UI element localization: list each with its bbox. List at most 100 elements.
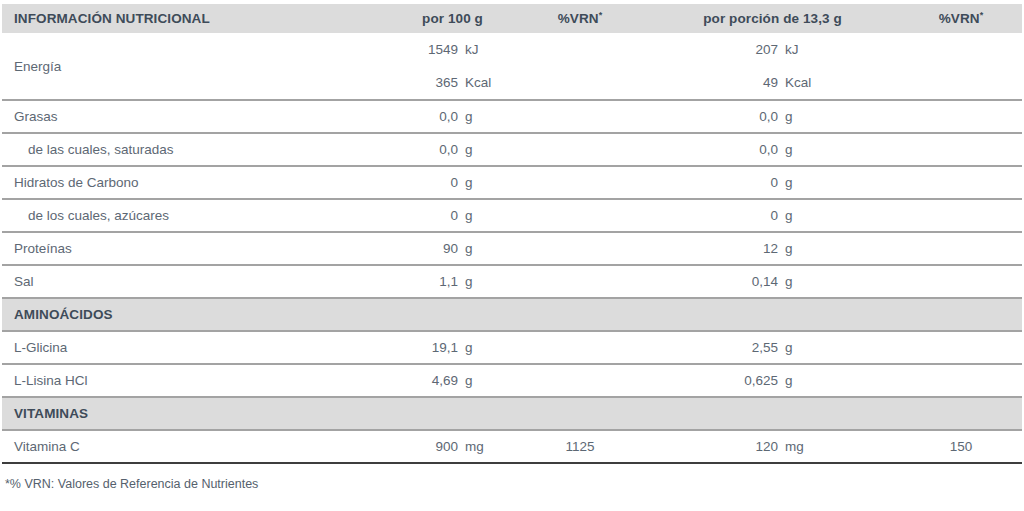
value-number: 120 xyxy=(726,439,778,454)
energy-kj-line: 1549 kJ xyxy=(390,42,515,57)
value-unit: kJ xyxy=(785,42,819,57)
value-per-portion: 2,55 g xyxy=(645,340,900,355)
section-title: VITAMINAS xyxy=(2,406,390,421)
value-unit: g xyxy=(785,142,819,157)
table-title: INFORMACIÓN NUTRICIONAL xyxy=(2,11,390,26)
value-per-100g: 0,0 g xyxy=(390,142,515,157)
value-number: 0,0 xyxy=(726,142,778,157)
nutrient-label: Proteínas xyxy=(2,241,390,256)
row-vitamina-c: Vitamina C 900 mg 1125 120 mg 150 xyxy=(2,431,1022,464)
value-per-100g: 19,1 g xyxy=(390,340,515,355)
section-header-aminoacidos: AMINOÁCIDOS xyxy=(2,299,1022,332)
nutrient-sublabel: de las cuales, saturadas xyxy=(2,142,390,157)
table-header-row: INFORMACIÓN NUTRICIONAL por 100 g %VRN* … xyxy=(2,4,1022,33)
value-number: 0,625 xyxy=(726,373,778,388)
value-unit: g xyxy=(465,373,499,388)
value-per-100g: 900 mg xyxy=(390,439,515,454)
nutrition-facts-page: INFORMACIÓN NUTRICIONAL por 100 g %VRN* … xyxy=(0,0,1024,511)
value-per-portion: 0 g xyxy=(645,175,900,190)
col-header-per-100g: por 100 g xyxy=(390,11,515,26)
value-per-100g: 0,0 g xyxy=(390,109,515,124)
section-header-vitaminas: VITAMINAS xyxy=(2,398,1022,431)
col-header-per-portion: por porción de 13,3 g xyxy=(645,11,900,26)
value-per-portion: 120 mg xyxy=(645,439,900,454)
value-number: 0,0 xyxy=(406,142,458,157)
vrn-per-portion: 150 xyxy=(900,439,1022,454)
row-l-glicina: L-Glicina 19,1 g 2,55 g xyxy=(2,332,1022,365)
value-number: 19,1 xyxy=(406,340,458,355)
value-unit: g xyxy=(465,274,499,289)
value-number: 0 xyxy=(726,175,778,190)
value-unit: g xyxy=(465,109,499,124)
value-unit: g xyxy=(785,373,819,388)
value-number: 2,55 xyxy=(726,340,778,355)
value-per-portion: 0,0 g xyxy=(645,142,900,157)
value-unit: Kcal xyxy=(465,75,499,90)
value-per-portion: 0,14 g xyxy=(645,274,900,289)
value-per-100g: 1549 kJ 365 Kcal xyxy=(390,33,515,99)
energy-kcal-line: 49 Kcal xyxy=(645,75,900,90)
value-unit: kJ xyxy=(465,42,499,57)
value-per-100g: 0 g xyxy=(390,175,515,190)
value-number: 207 xyxy=(726,42,778,57)
value-per-portion: 207 kJ 49 Kcal xyxy=(645,33,900,99)
vrn-label: %VRN xyxy=(939,11,980,26)
value-number: 0,0 xyxy=(406,109,458,124)
value-number: 1,1 xyxy=(406,274,458,289)
col-header-vrn-100g: %VRN* xyxy=(515,11,645,26)
value-per-portion: 0 g xyxy=(645,208,900,223)
value-per-100g: 1,1 g xyxy=(390,274,515,289)
vrn-footnote: *% VRN: Valores de Referencia de Nutrien… xyxy=(5,477,1024,491)
energy-kcal-line: 365 Kcal xyxy=(390,75,515,90)
row-azucares: de los cuales, azúcares 0 g 0 g xyxy=(2,200,1022,233)
vrn-asterisk: * xyxy=(599,10,603,20)
row-energia: Energía 1549 kJ 365 Kcal 207 kJ 49 xyxy=(2,33,1022,101)
value-number: 0,14 xyxy=(726,274,778,289)
nutrient-label: Sal xyxy=(2,274,390,289)
value-number: 1549 xyxy=(406,42,458,57)
energy-kj-line: 207 kJ xyxy=(645,42,900,57)
row-sal: Sal 1,1 g 0,14 g xyxy=(2,266,1022,299)
value-unit: g xyxy=(465,241,499,256)
nutrient-label: Energía xyxy=(2,59,390,74)
value-number: 90 xyxy=(406,241,458,256)
row-saturadas: de las cuales, saturadas 0,0 g 0,0 g xyxy=(2,134,1022,167)
value-unit: g xyxy=(785,109,819,124)
value-number: 12 xyxy=(726,241,778,256)
value-unit: g xyxy=(785,340,819,355)
value-unit: g xyxy=(785,208,819,223)
section-title: AMINOÁCIDOS xyxy=(2,307,390,322)
value-number: 0 xyxy=(406,175,458,190)
value-per-100g: 0 g xyxy=(390,208,515,223)
value-unit: g xyxy=(465,175,499,190)
nutrition-table: INFORMACIÓN NUTRICIONAL por 100 g %VRN* … xyxy=(2,4,1022,464)
value-unit: g xyxy=(465,340,499,355)
row-l-lisina-hcl: L-Lisina HCl 4,69 g 0,625 g xyxy=(2,365,1022,398)
value-unit: Kcal xyxy=(785,75,819,90)
value-number: 0 xyxy=(726,208,778,223)
nutrient-label: Grasas xyxy=(2,109,390,124)
value-number: 49 xyxy=(726,75,778,90)
row-hidratos-de-carbono: Hidratos de Carbono 0 g 0 g xyxy=(2,167,1022,200)
value-unit: mg xyxy=(785,439,819,454)
value-unit: mg xyxy=(465,439,499,454)
col-header-vrn-portion: %VRN* xyxy=(900,11,1022,26)
value-number: 0 xyxy=(406,208,458,223)
vrn-asterisk: * xyxy=(980,10,984,20)
value-unit: g xyxy=(465,208,499,223)
nutrient-label: Vitamina C xyxy=(2,439,390,454)
vrn-label: %VRN xyxy=(558,11,599,26)
value-number: 4,69 xyxy=(406,373,458,388)
value-per-100g: 90 g xyxy=(390,241,515,256)
nutrient-sublabel: de los cuales, azúcares xyxy=(2,208,390,223)
value-number: 900 xyxy=(406,439,458,454)
value-per-portion: 0,625 g xyxy=(645,373,900,388)
value-per-portion: 0,0 g xyxy=(645,109,900,124)
value-per-100g: 4,69 g xyxy=(390,373,515,388)
vrn-per-100g: 1125 xyxy=(515,439,645,454)
row-grasas: Grasas 0,0 g 0,0 g xyxy=(2,101,1022,134)
value-unit: g xyxy=(785,241,819,256)
row-proteinas: Proteínas 90 g 12 g xyxy=(2,233,1022,266)
nutrient-label: L-Lisina HCl xyxy=(2,373,390,388)
value-unit: g xyxy=(785,175,819,190)
